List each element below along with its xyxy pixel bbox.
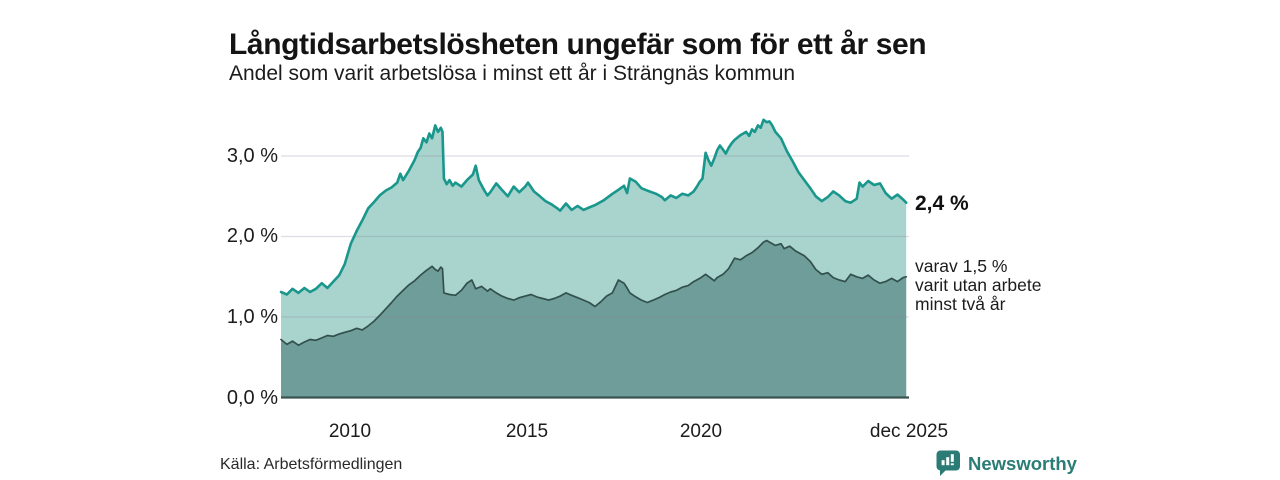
subset-annotation-line-2: varit utan arbete bbox=[915, 274, 1042, 295]
x-tick-dec-2025: dec 2025 bbox=[869, 421, 949, 442]
series-area-subset bbox=[281, 240, 907, 398]
x-tick-2010: 2010 bbox=[328, 421, 372, 442]
subset-series-annotation: varav 1,5 % varit utan arbete minst två … bbox=[915, 255, 1042, 314]
source-note: Källa: Arbetsförmedlingen bbox=[220, 456, 403, 473]
subset-annotation-line-3: minst två år bbox=[915, 293, 1006, 314]
y-tick-2: 2,0 % bbox=[226, 225, 278, 247]
series-line-subset bbox=[280, 239, 908, 347]
series-line-total bbox=[279, 118, 908, 296]
total-series-end-value-label: 2,4 % bbox=[915, 191, 969, 215]
newsworthy-wordmark: Newsworthy bbox=[968, 452, 1077, 474]
y-tick-1: 1,0 % bbox=[226, 306, 278, 328]
newsworthy-logo: Newsworthy bbox=[936, 450, 1077, 477]
subset-annotation-line-1: varav 1,5 % bbox=[915, 255, 1008, 276]
y-tick-0: 0,0 % bbox=[226, 387, 278, 409]
page-subtitle: Andel som varit arbetslösa i minst ett å… bbox=[229, 62, 796, 85]
newsworthy-bar-chart-bubble-icon bbox=[936, 450, 961, 477]
y-tick-3: 3,0 % bbox=[226, 145, 278, 167]
x-tick-2015: 2015 bbox=[505, 421, 549, 442]
x-tick-2020: 2020 bbox=[679, 421, 723, 442]
page-title: Långtidsarbetslösheten ungefär som för e… bbox=[229, 28, 927, 62]
